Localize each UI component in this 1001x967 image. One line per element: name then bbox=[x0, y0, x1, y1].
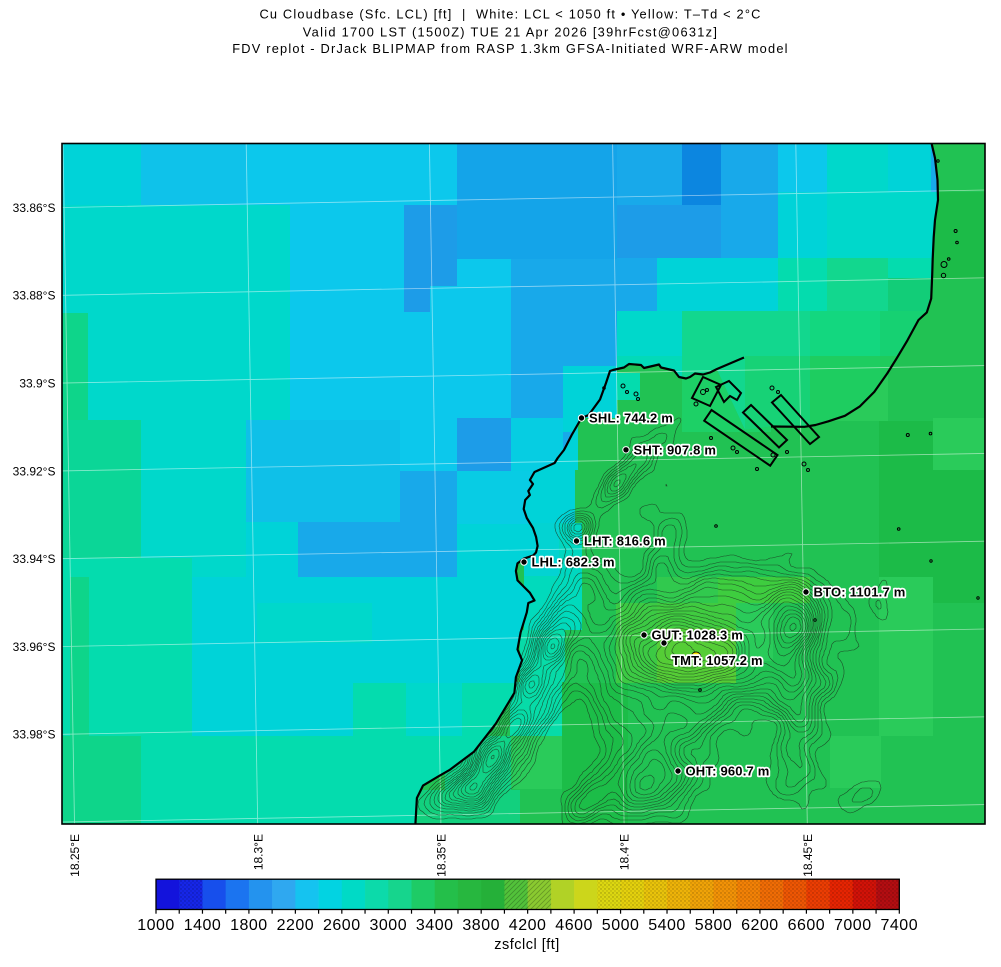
svg-text:LHT: 816.6 m: LHT: 816.6 m bbox=[584, 534, 666, 549]
svg-text:6600: 6600 bbox=[788, 917, 826, 934]
svg-text:7000: 7000 bbox=[834, 917, 872, 934]
svg-text:6200: 6200 bbox=[741, 917, 779, 934]
svg-text:18.3°E: 18.3°E bbox=[251, 834, 265, 870]
svg-text:2200: 2200 bbox=[277, 917, 315, 934]
svg-text:GUT: 1028.3 m: GUT: 1028.3 m bbox=[652, 628, 743, 643]
svg-text:5400: 5400 bbox=[648, 917, 686, 934]
svg-text:Cu Cloudbase (Sfc. LCL) [ft]: Cu Cloudbase (Sfc. LCL) [ft] | White: LC… bbox=[259, 7, 761, 22]
svg-text:33.9°S: 33.9°S bbox=[19, 377, 55, 391]
svg-text:3000: 3000 bbox=[370, 917, 408, 934]
svg-text:33.96°S: 33.96°S bbox=[13, 640, 56, 654]
svg-text:4200: 4200 bbox=[509, 917, 547, 934]
svg-text:33.86°S: 33.86°S bbox=[13, 201, 56, 215]
svg-text:SHL: 744.2 m: SHL: 744.2 m bbox=[589, 411, 673, 426]
svg-text:BTO: 1101.7 m: BTO: 1101.7 m bbox=[814, 585, 906, 600]
svg-text:33.98°S: 33.98°S bbox=[13, 728, 56, 742]
svg-text:33.92°S: 33.92°S bbox=[13, 464, 56, 478]
svg-text:33.88°S: 33.88°S bbox=[13, 289, 56, 303]
svg-text:3800: 3800 bbox=[462, 917, 500, 934]
svg-text:1000: 1000 bbox=[137, 917, 175, 934]
svg-text:SHT: 907.8 m: SHT: 907.8 m bbox=[634, 442, 717, 457]
svg-text:LHL: 682.3 m: LHL: 682.3 m bbox=[532, 555, 615, 570]
svg-text:18.35°E: 18.35°E bbox=[435, 834, 449, 877]
svg-text:5000: 5000 bbox=[602, 917, 640, 934]
svg-text:3400: 3400 bbox=[416, 917, 454, 934]
svg-text:OHT: 960.7 m: OHT: 960.7 m bbox=[686, 764, 770, 779]
svg-text:FDV replot - DrJack BLIPMAP fr: FDV replot - DrJack BLIPMAP from RASP 1.… bbox=[232, 41, 788, 56]
svg-text:zsfclcl [ft]: zsfclcl [ft] bbox=[494, 937, 560, 953]
svg-text:Valid 1700 LST (1500Z) TUE 21: Valid 1700 LST (1500Z) TUE 21 Apr 2026 [… bbox=[303, 25, 718, 40]
svg-text:33.94°S: 33.94°S bbox=[13, 552, 56, 566]
svg-text:5800: 5800 bbox=[695, 917, 733, 934]
svg-text:1400: 1400 bbox=[184, 917, 222, 934]
svg-text:1800: 1800 bbox=[230, 917, 268, 934]
svg-text:4600: 4600 bbox=[555, 917, 593, 934]
svg-text:18.4°E: 18.4°E bbox=[618, 834, 632, 870]
svg-text:18.25°E: 18.25°E bbox=[68, 834, 82, 877]
svg-text:18.45°E: 18.45°E bbox=[801, 834, 815, 877]
svg-text:2600: 2600 bbox=[323, 917, 361, 934]
svg-text:TMT: 1057.2 m: TMT: 1057.2 m bbox=[672, 653, 763, 668]
svg-text:7400: 7400 bbox=[881, 917, 919, 934]
